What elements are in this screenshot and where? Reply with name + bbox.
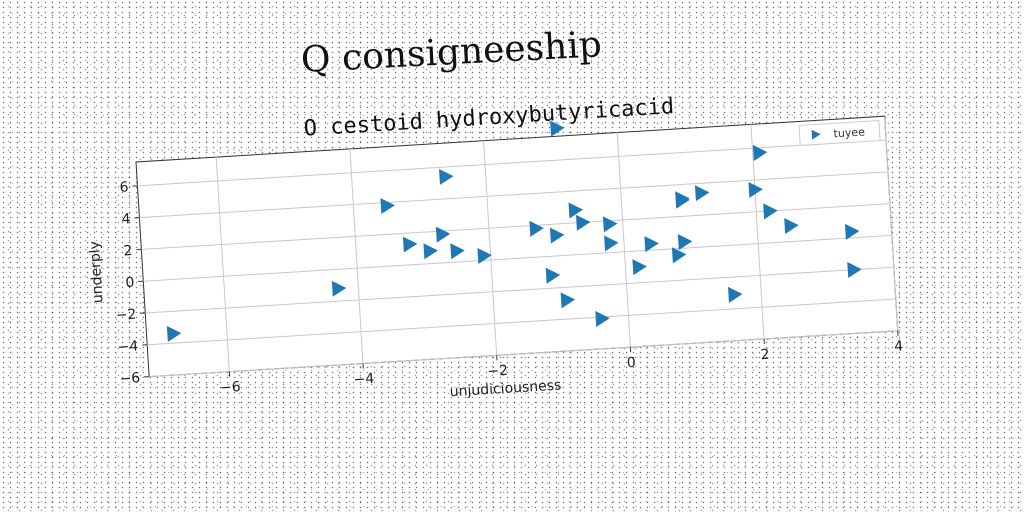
x-tick-label: −4 (353, 371, 375, 388)
y-grid-line (139, 171, 889, 219)
data-point (595, 310, 610, 327)
x-grid-line (750, 124, 765, 340)
data-point (576, 214, 591, 231)
y-grid-line (145, 266, 894, 314)
data-point (529, 220, 544, 237)
data-point (763, 203, 778, 220)
y-tick-label: 6 (119, 179, 129, 196)
x-grid-line (483, 140, 498, 356)
y-grid-line (137, 139, 887, 187)
data-point (604, 235, 619, 252)
data-point (728, 286, 743, 303)
data-point (602, 216, 618, 233)
data-point (550, 120, 565, 137)
data-point (748, 181, 763, 198)
data-points (166, 120, 862, 342)
x-tick-label: 4 (894, 339, 904, 356)
data-point (847, 262, 862, 279)
y-axis-label: underply (87, 241, 107, 304)
x-grid-line (884, 116, 899, 331)
data-point (784, 218, 799, 235)
x-axis-ticks: −6 −4 −2 0 2 4 (220, 330, 904, 396)
data-point (439, 168, 454, 185)
grid (137, 116, 899, 378)
data-point (568, 202, 584, 219)
x-grid-line (215, 157, 230, 372)
data-point (402, 236, 418, 253)
y-axis-ticks: −6 −4 −2 0 2 4 6 (115, 179, 150, 387)
y-tick-label: −6 (119, 370, 141, 387)
y-tick-label: 0 (125, 275, 135, 292)
data-point (677, 234, 693, 251)
legend: tuyee (798, 120, 881, 146)
legend-label: tuyee (833, 125, 865, 140)
data-point (632, 259, 647, 276)
data-point (450, 243, 465, 260)
y-tick-label: 2 (123, 243, 133, 260)
x-grid-line (349, 148, 364, 364)
data-point (477, 247, 492, 264)
x-axis-label: unjudiciousness (449, 377, 561, 400)
data-point (549, 227, 565, 244)
data-point (560, 292, 576, 309)
legend-box (798, 120, 881, 146)
data-point (435, 226, 451, 243)
x-tick-label: −2 (487, 363, 509, 380)
y-tick-label: −2 (115, 307, 137, 324)
x-tick-label: −6 (220, 379, 242, 396)
data-point (545, 267, 561, 284)
data-point (644, 236, 659, 253)
x-tick-label: 0 (626, 355, 636, 372)
data-point (675, 191, 690, 208)
x-grid-line (616, 132, 631, 348)
y-tick-label: 4 (121, 211, 131, 228)
data-point (380, 198, 395, 215)
data-point (844, 223, 860, 240)
data-point (752, 144, 768, 161)
y-grid-line (149, 330, 898, 378)
data-point (694, 185, 710, 202)
legend-marker (811, 129, 821, 140)
x-tick-label: 2 (760, 347, 770, 364)
data-point (423, 243, 438, 260)
y-tick-label: −4 (117, 338, 139, 355)
data-point (671, 247, 687, 264)
y-grid-line (143, 234, 892, 282)
data-point (166, 326, 182, 342)
data-point (331, 280, 347, 297)
y-grid-line (147, 298, 896, 346)
